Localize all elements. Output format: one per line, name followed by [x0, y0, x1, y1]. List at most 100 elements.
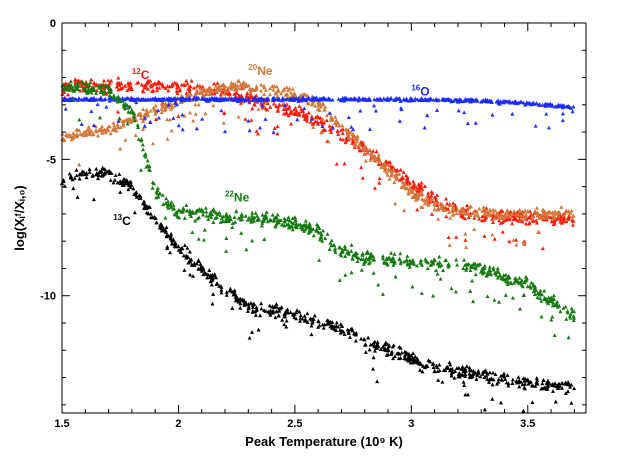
point-20Ne: [259, 82, 264, 87]
point-22Ne: [552, 333, 557, 337]
point-12C: [109, 78, 114, 83]
point-12C: [515, 218, 520, 223]
point-22Ne: [371, 270, 376, 275]
point-20Ne: [165, 136, 170, 141]
point-20Ne: [201, 86, 206, 90]
point-16O: [398, 98, 403, 103]
point-22Ne: [213, 216, 218, 220]
point-16O: [133, 97, 138, 102]
point-12C: [313, 115, 318, 120]
point-16O: [537, 102, 542, 106]
point-12C: [430, 190, 435, 195]
point-12C: [238, 101, 243, 105]
point-20Ne: [133, 133, 138, 137]
point-22Ne: [278, 218, 283, 222]
point-22Ne: [542, 295, 547, 300]
point-16O: [271, 97, 276, 102]
point-22Ne: [224, 236, 229, 241]
point-16O: [401, 97, 406, 101]
point-13C: [118, 181, 123, 186]
point-13C: [522, 386, 527, 391]
point-22Ne: [568, 311, 573, 316]
point-20Ne: [153, 103, 158, 108]
point-20Ne: [322, 107, 327, 112]
point-22Ne: [189, 214, 194, 218]
point-20Ne: [71, 131, 76, 135]
point-20Ne: [391, 167, 396, 172]
point-22Ne: [98, 115, 103, 120]
point-22Ne: [187, 208, 192, 213]
point-16O: [264, 96, 269, 101]
point-16O: [222, 129, 227, 134]
point-13C: [361, 336, 366, 341]
point-20Ne: [163, 107, 168, 111]
point-20Ne: [233, 81, 238, 86]
point-20Ne: [375, 157, 380, 162]
point-20Ne: [90, 131, 95, 136]
point-20Ne: [493, 208, 498, 213]
point-13C: [406, 358, 411, 363]
point-13C: [280, 317, 285, 322]
point-13C: [283, 314, 288, 319]
point-12C: [288, 111, 293, 116]
point-22Ne: [306, 230, 311, 235]
point-22Ne: [282, 216, 287, 221]
point-13C: [91, 197, 96, 202]
point-22Ne: [273, 223, 278, 228]
point-20Ne: [236, 114, 241, 119]
point-16O: [258, 125, 263, 130]
point-20Ne: [385, 172, 390, 177]
point-13C: [198, 262, 203, 266]
point-13C: [274, 309, 279, 314]
point-16O: [560, 118, 565, 123]
point-22Ne: [163, 215, 168, 220]
point-22Ne: [302, 222, 307, 227]
point-13C: [566, 389, 571, 394]
point-16O: [276, 96, 281, 101]
point-22Ne: [111, 93, 116, 98]
point-13C: [173, 241, 178, 246]
point-12C: [523, 221, 528, 226]
point-12C: [327, 123, 332, 128]
point-20Ne: [125, 117, 130, 122]
point-22Ne: [391, 258, 396, 263]
point-20Ne: [99, 124, 104, 129]
point-16O: [524, 100, 529, 105]
point-13C: [250, 330, 255, 334]
point-20Ne: [420, 205, 425, 209]
point-12C: [293, 112, 298, 117]
point-13C: [553, 381, 558, 386]
point-22Ne: [201, 237, 206, 242]
point-13C: [74, 167, 79, 172]
point-12C: [570, 222, 575, 227]
point-16O: [162, 96, 167, 101]
point-13C: [366, 335, 371, 340]
point-13C: [207, 275, 212, 280]
point-22Ne: [109, 90, 114, 94]
point-13C: [309, 317, 314, 322]
point-13C: [563, 391, 568, 396]
point-20Ne: [305, 100, 310, 105]
point-16O: [200, 96, 205, 100]
point-13C: [462, 383, 467, 388]
point-20Ne: [236, 78, 241, 83]
point-20Ne: [387, 168, 392, 172]
point-12C: [398, 177, 403, 181]
point-20Ne: [566, 209, 571, 213]
point-20Ne: [228, 83, 233, 88]
point-22Ne: [300, 225, 305, 230]
point-20Ne: [351, 134, 356, 139]
point-22Ne: [359, 257, 364, 262]
series-label-13C: 13C: [113, 213, 131, 228]
point-20Ne: [503, 212, 508, 216]
point-22Ne: [431, 259, 436, 264]
point-22Ne: [72, 83, 77, 88]
point-13C: [67, 171, 72, 176]
point-13C: [176, 244, 181, 248]
point-22Ne: [307, 222, 312, 227]
point-12C: [429, 193, 434, 198]
point-20Ne: [529, 214, 534, 218]
point-22Ne: [226, 219, 231, 223]
point-12C: [252, 102, 257, 107]
point-22Ne: [318, 230, 323, 235]
